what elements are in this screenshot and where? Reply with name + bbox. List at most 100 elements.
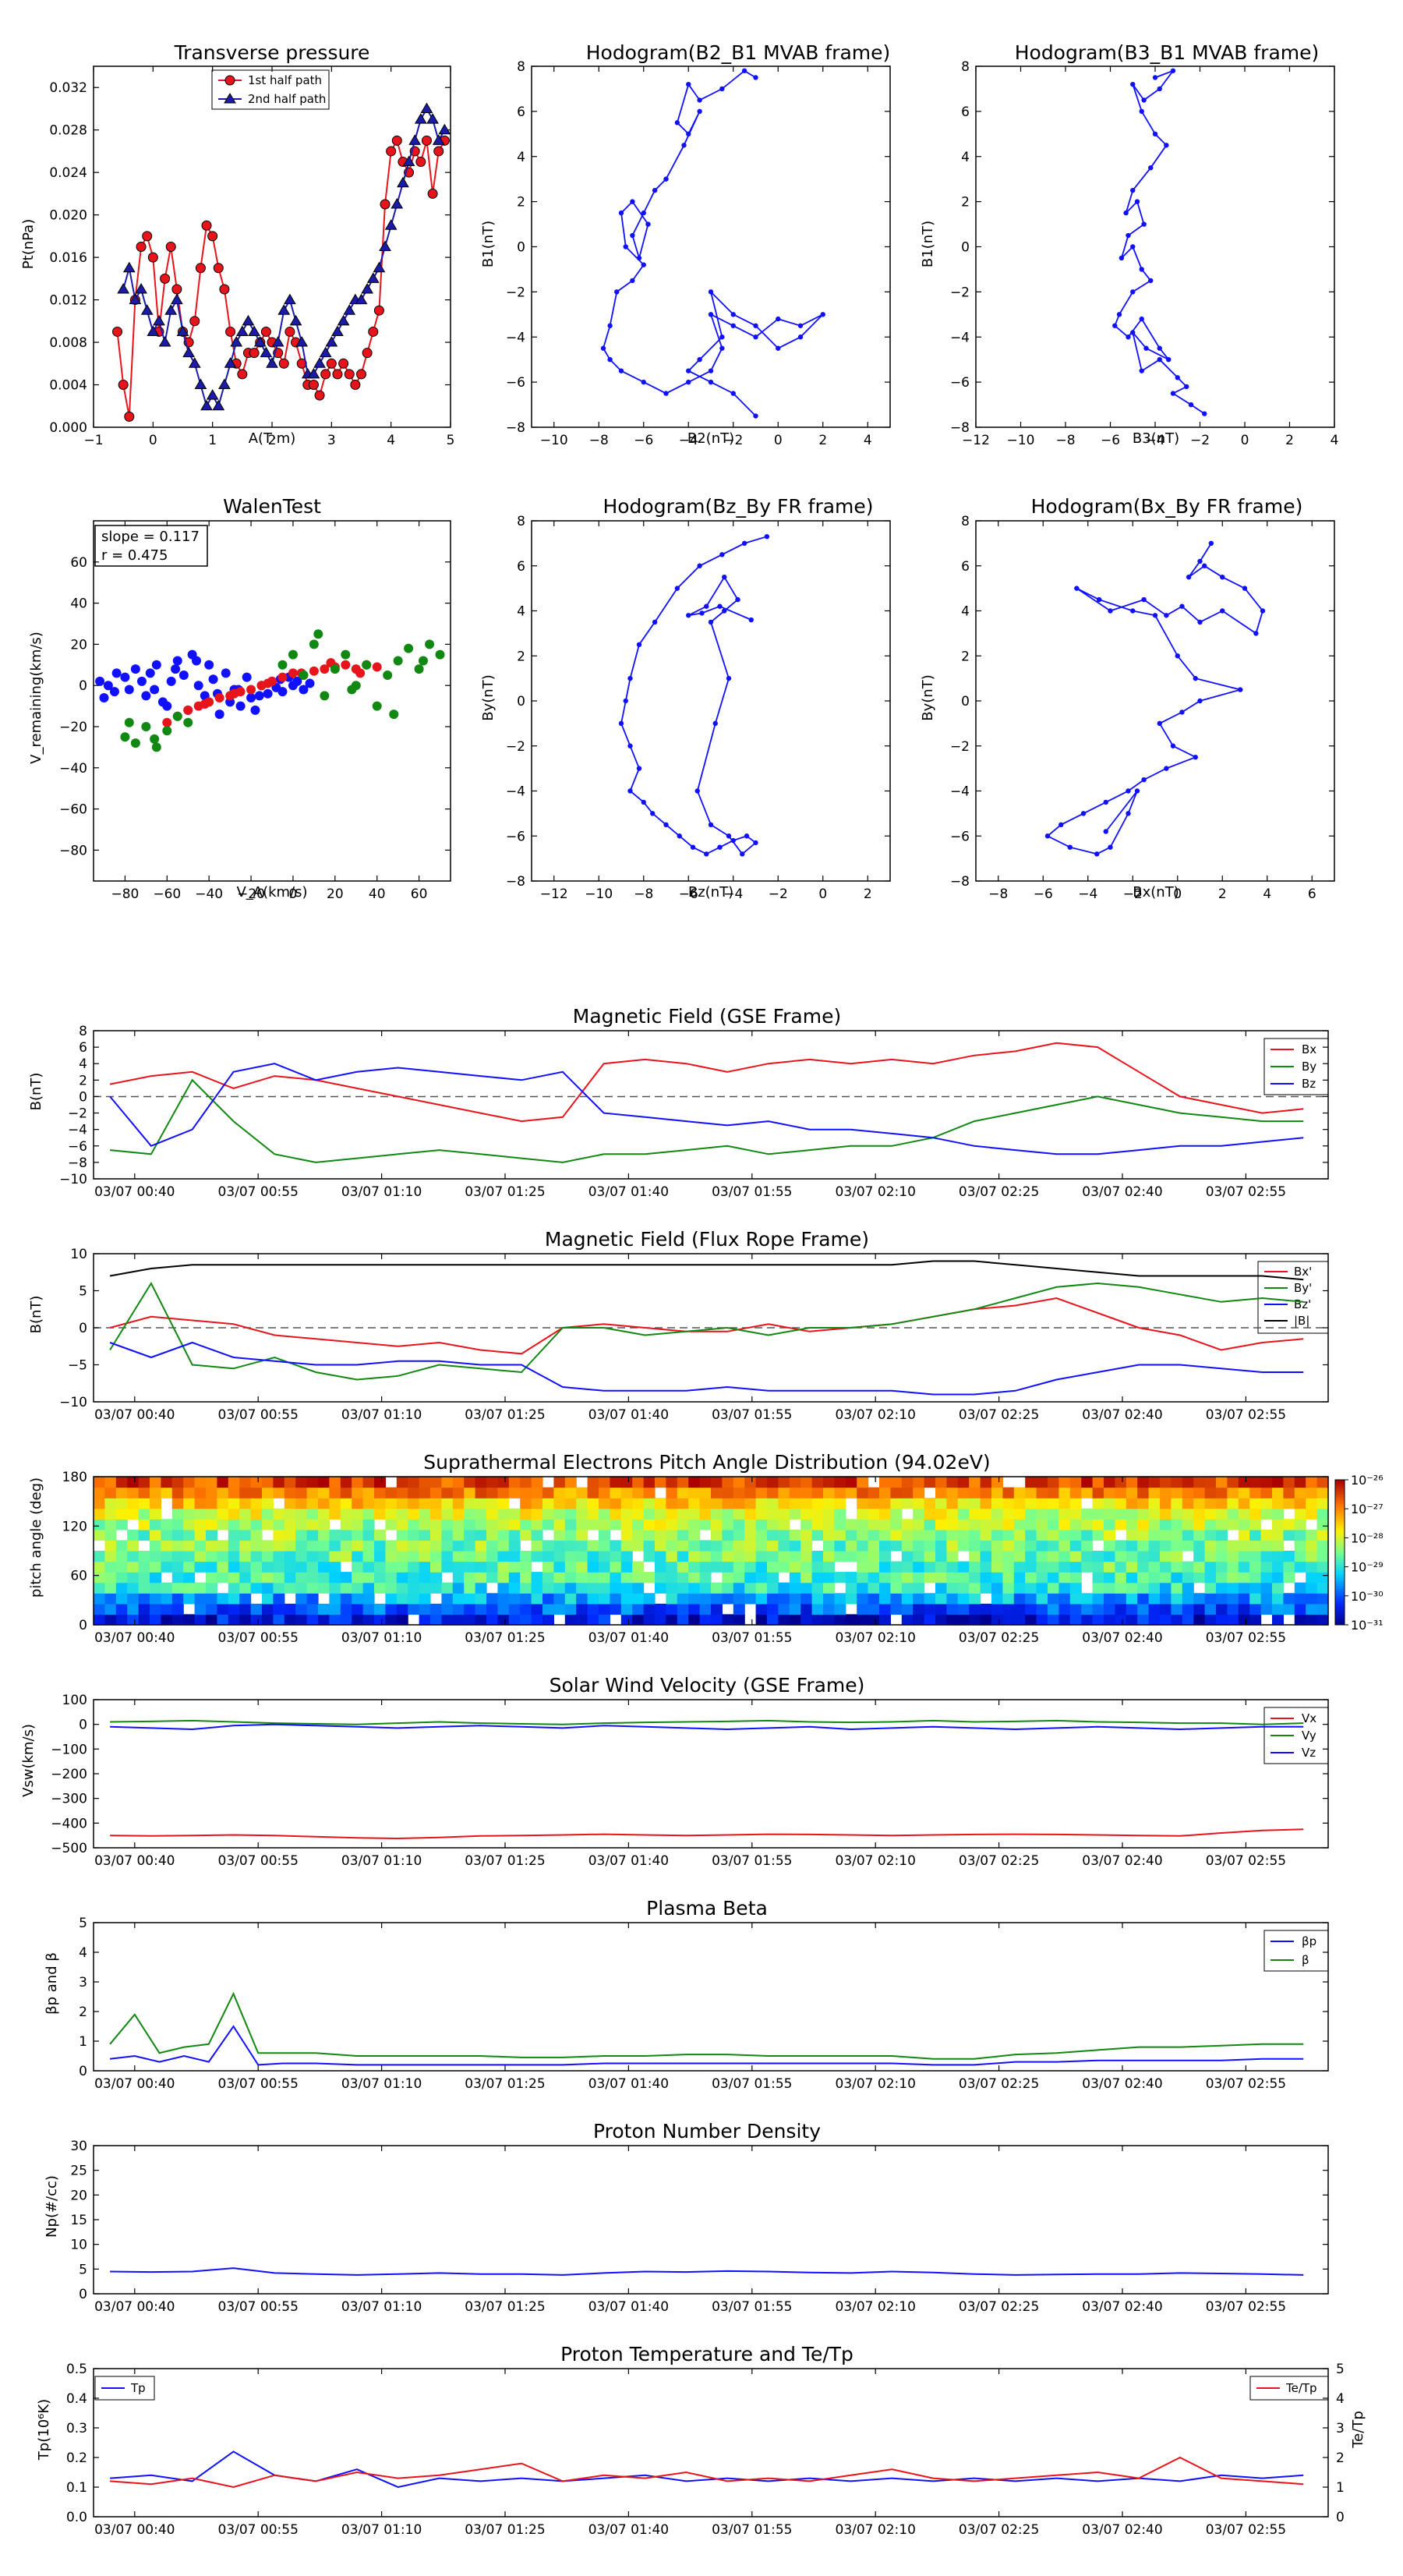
pad-cell xyxy=(183,1487,196,1499)
pad-cell xyxy=(1249,1498,1262,1509)
pad-cell xyxy=(374,1614,386,1626)
pad-cell xyxy=(935,1540,947,1552)
pad-cell xyxy=(273,1551,285,1562)
pad-cell xyxy=(542,1572,554,1583)
hodo-b3b1-point-7 xyxy=(1164,143,1169,148)
walen-point-s2-22 xyxy=(435,649,445,660)
pad-cell xyxy=(610,1519,622,1530)
pad-cell xyxy=(127,1477,140,1488)
legend-te-tp: Te/Tp xyxy=(1249,2376,1329,2401)
pad-cell xyxy=(329,1561,341,1573)
pad-cell xyxy=(1238,1561,1250,1573)
pad-cell xyxy=(1148,1519,1161,1530)
pad-cell xyxy=(913,1603,925,1615)
pad-cell xyxy=(834,1540,846,1552)
pad-xtick-label-3: 03/07 01:25 xyxy=(465,1630,545,1646)
pad-cell xyxy=(688,1603,701,1615)
hodo-bxby-point-7 xyxy=(1253,631,1259,636)
hodo-b3b1-point-26 xyxy=(1130,330,1136,335)
tp-panel-ytick-label-0: 0.000 xyxy=(49,420,87,436)
pad-cell xyxy=(239,1593,252,1605)
pad-cell xyxy=(441,1603,454,1615)
hodo-bxby-point-3 xyxy=(1202,563,1207,568)
vsw-ytick-label-0: −500 xyxy=(51,1841,87,1856)
beta-ytick-label-4: 4 xyxy=(79,1945,87,1961)
walen-point-s0-25 xyxy=(242,672,252,682)
pad-cell xyxy=(1069,1508,1082,1520)
pad-cell xyxy=(138,1603,150,1615)
pad-cell xyxy=(677,1572,689,1583)
pad-cell xyxy=(688,1508,701,1520)
legend-vz: Vz xyxy=(1302,1746,1316,1760)
hodo-bxby-xtick-label-4: 0 xyxy=(1173,886,1182,902)
pt-marker-s1-36 xyxy=(331,325,344,336)
hodo-b3b1-point-2 xyxy=(1157,86,1162,92)
pad-cell xyxy=(452,1593,465,1605)
pad-cell xyxy=(1058,1529,1071,1541)
axes-walen xyxy=(93,520,451,882)
pad-cell xyxy=(913,1487,925,1499)
pad-cell xyxy=(396,1540,408,1552)
pad-cell xyxy=(834,1603,846,1615)
pad-cell xyxy=(1069,1614,1082,1626)
pad-cell xyxy=(1238,1487,1250,1499)
pad-cell xyxy=(1249,1508,1262,1520)
pad-cell xyxy=(396,1519,408,1530)
pad-cell xyxy=(755,1593,768,1605)
pad-cell xyxy=(1002,1508,1015,1520)
hodo-b3b1-point-4 xyxy=(1130,81,1136,87)
pad-cell xyxy=(352,1603,364,1615)
pad-cell xyxy=(138,1614,150,1626)
pad-cell xyxy=(1160,1572,1172,1583)
pad-cell xyxy=(531,1487,543,1499)
pad-cell xyxy=(464,1477,476,1488)
legend-bx: Bx xyxy=(1302,1042,1316,1056)
pad-cell xyxy=(1294,1593,1306,1605)
walen-point-s0-41 xyxy=(150,685,160,695)
pt-marker-s1-12 xyxy=(188,357,201,368)
pad-cell xyxy=(666,1561,678,1573)
pad-cell xyxy=(969,1614,981,1626)
pad-cell xyxy=(217,1487,229,1499)
pad-cell xyxy=(666,1582,678,1594)
pad-cell xyxy=(699,1477,712,1488)
pad-cell xyxy=(587,1561,599,1573)
walen-point-s2-26 xyxy=(347,685,357,695)
colorbar-segment xyxy=(1335,1494,1345,1498)
pt-marker-s1-19 xyxy=(230,336,243,347)
pad-cell xyxy=(890,1572,903,1583)
pad-cell xyxy=(362,1551,375,1562)
pad-cell xyxy=(610,1540,622,1552)
walen-point-s2-15 xyxy=(362,660,372,670)
walen-point-s2-3 xyxy=(151,742,161,752)
pad-cell xyxy=(1283,1572,1295,1583)
pad-cell xyxy=(1126,1498,1138,1509)
pad-cell xyxy=(1216,1487,1228,1499)
pad-cell xyxy=(1171,1593,1183,1605)
tp-ytick-right-label-3: 3 xyxy=(1336,2421,1345,2436)
hodo-bzby-point-4 xyxy=(674,586,680,591)
pad-cell xyxy=(1171,1551,1183,1562)
tp-panel-ytick-label-5: 0.020 xyxy=(49,208,87,224)
pad-cell xyxy=(879,1551,891,1562)
pt-marker-s0-1 xyxy=(118,380,129,391)
pad-cell xyxy=(385,1593,398,1605)
pad-cell xyxy=(1013,1614,1026,1626)
tp-ytick-label-2: 0.2 xyxy=(66,2450,87,2466)
pad-cell xyxy=(800,1572,813,1583)
pad-cell xyxy=(677,1561,689,1573)
mag-fr-xtick-label-4: 03/07 01:40 xyxy=(588,1407,669,1423)
mag-fr-xtick-label-2: 03/07 01:10 xyxy=(341,1407,422,1423)
pad-cell xyxy=(1227,1603,1239,1615)
pad-cell xyxy=(385,1614,398,1626)
pad-cell xyxy=(497,1498,510,1509)
hodo-bzby-point-36 xyxy=(717,603,723,609)
pad-cell xyxy=(857,1540,869,1552)
pad-cell xyxy=(183,1508,196,1520)
hodo-bzby-point-29 xyxy=(708,619,714,625)
pad-cell xyxy=(239,1614,252,1626)
pad-cell xyxy=(857,1561,869,1573)
tp-ytick-right-label-2: 2 xyxy=(1336,2450,1345,2466)
pad-cell xyxy=(935,1551,947,1562)
